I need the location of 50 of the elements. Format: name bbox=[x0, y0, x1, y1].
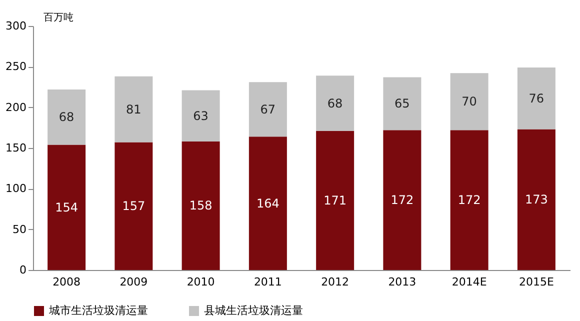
data-label: 67 bbox=[260, 102, 276, 116]
data-label: 68 bbox=[327, 96, 343, 110]
bar bbox=[517, 67, 556, 130]
x-tick-label: 2009 bbox=[120, 276, 148, 288]
data-label: 154 bbox=[55, 200, 78, 214]
bar bbox=[316, 76, 354, 131]
y-tick-label: 100 bbox=[6, 182, 26, 196]
x-tick-label: 2010 bbox=[186, 276, 215, 288]
data-label: 68 bbox=[58, 110, 74, 124]
x-tick-label: 2013 bbox=[388, 276, 416, 288]
legend-label: 城市生活垃圾清运量 bbox=[48, 304, 148, 317]
bar bbox=[114, 76, 153, 142]
data-label: 164 bbox=[256, 196, 280, 210]
y-tick-label: 150 bbox=[6, 142, 26, 154]
bar bbox=[248, 136, 287, 270]
data-label: 158 bbox=[189, 198, 212, 213]
data-label: 81 bbox=[126, 102, 142, 116]
bar bbox=[450, 130, 488, 270]
data-label: 173 bbox=[524, 192, 548, 207]
bar bbox=[316, 130, 354, 270]
bar bbox=[182, 141, 220, 270]
bar bbox=[182, 90, 220, 142]
bar bbox=[383, 130, 422, 270]
x-tick-label: 2014E bbox=[452, 276, 487, 288]
x-tick-label: 2011 bbox=[254, 276, 282, 288]
data-label: 63 bbox=[193, 108, 208, 123]
y-tick-label: 200 bbox=[6, 100, 26, 114]
bar bbox=[114, 142, 153, 270]
bar bbox=[517, 129, 556, 270]
bar bbox=[48, 89, 86, 145]
y-axis-title: 百万吨 bbox=[44, 12, 74, 24]
y-tick-label: 300 bbox=[6, 20, 26, 32]
y-tick-label: 50 bbox=[12, 222, 26, 236]
legend-label: 县城生活垃圾清运量 bbox=[204, 304, 303, 317]
data-label: 172 bbox=[390, 193, 414, 208]
data-label: 172 bbox=[458, 193, 481, 208]
y-tick-label: 0 bbox=[20, 264, 26, 276]
bar bbox=[248, 82, 287, 137]
bar bbox=[48, 144, 86, 270]
data-label: 70 bbox=[462, 94, 477, 109]
data-label: 65 bbox=[394, 96, 410, 111]
x-tick-label: 2008 bbox=[52, 276, 81, 288]
data-label: 76 bbox=[528, 91, 544, 106]
bar bbox=[383, 77, 422, 130]
x-tick-label: 2012 bbox=[321, 276, 350, 288]
y-tick-label: 250 bbox=[6, 60, 26, 74]
data-label: 157 bbox=[122, 199, 146, 214]
data-label: 171 bbox=[324, 193, 347, 208]
x-tick-label: 2015E bbox=[518, 276, 554, 288]
bar bbox=[450, 73, 488, 130]
